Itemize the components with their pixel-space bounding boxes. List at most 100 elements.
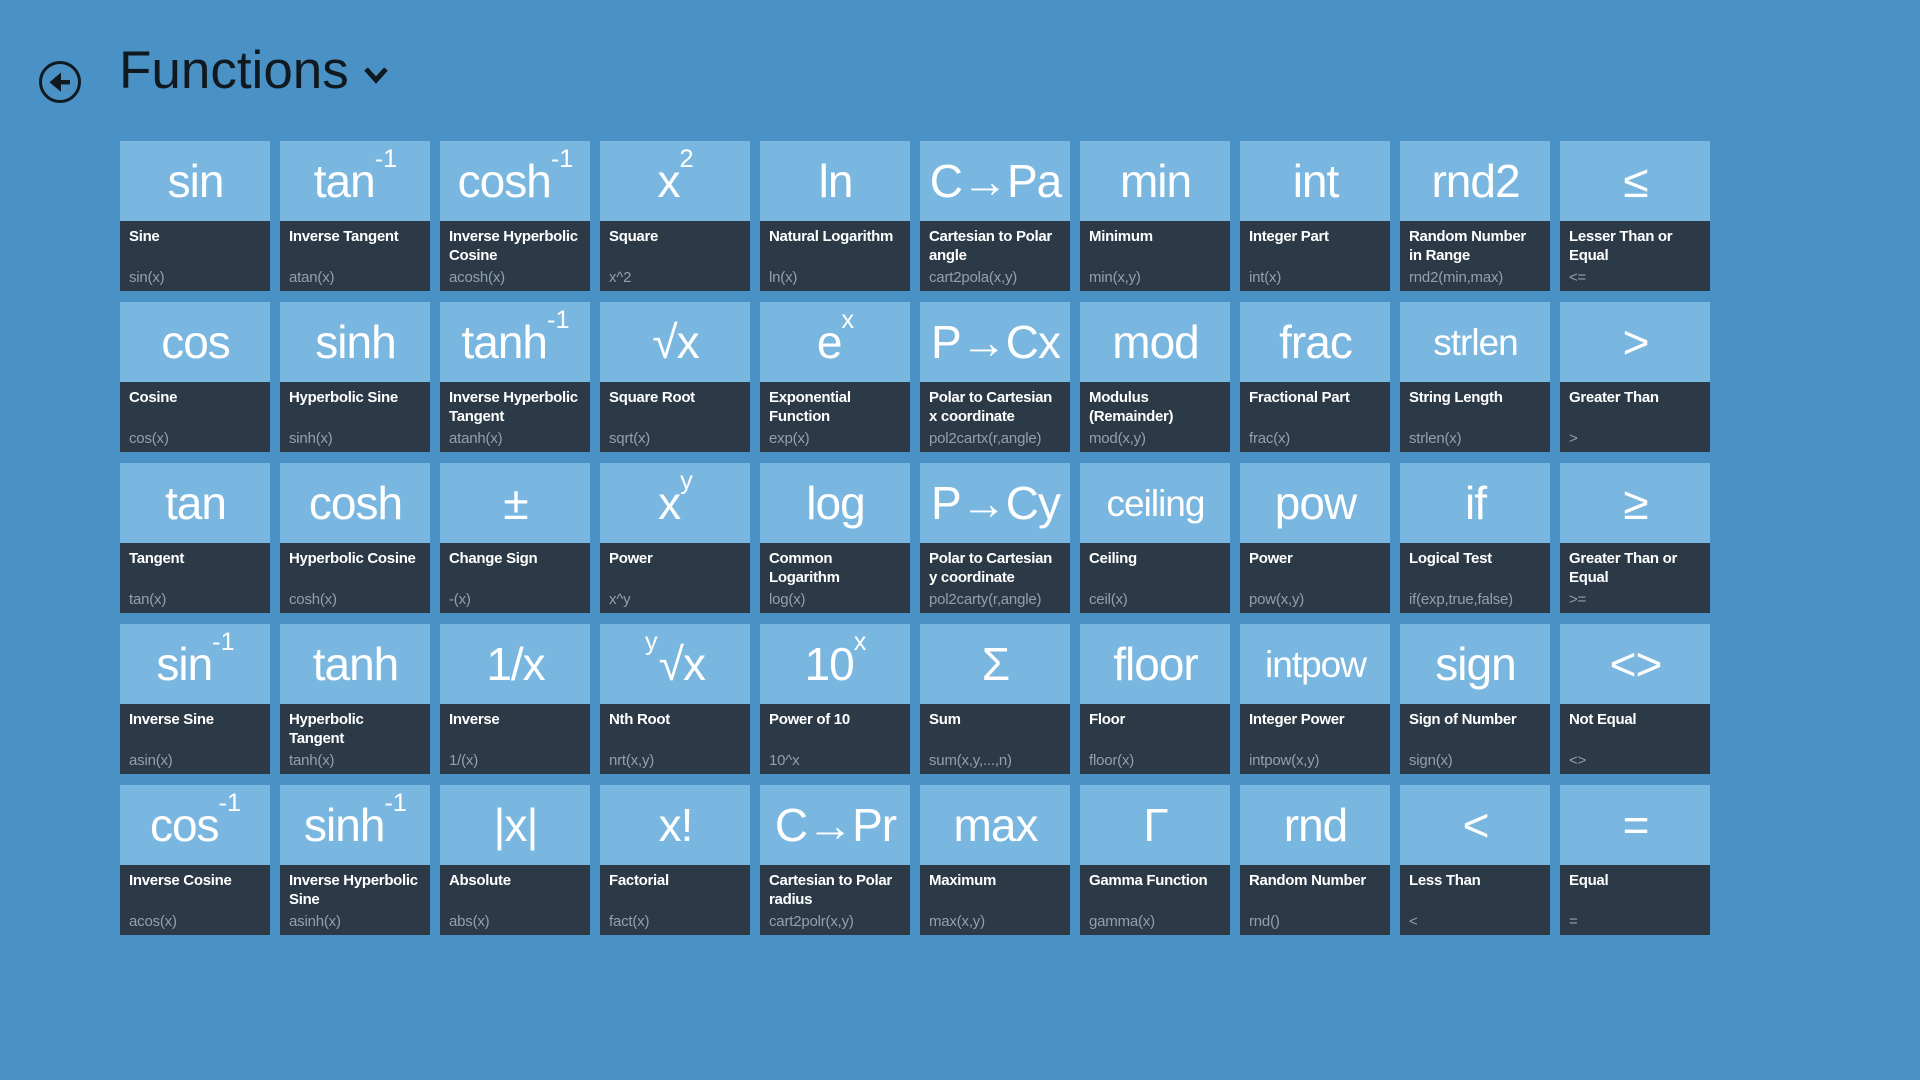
function-tile-floor[interactable]: floor Floor floor(x) (1080, 624, 1230, 774)
function-tile-inverse-sine[interactable]: sin-1 Inverse Sine asin(x) (120, 624, 270, 774)
function-tile-equal[interactable]: = Equal = (1560, 785, 1710, 935)
tile-symbol-header: frac (1240, 302, 1390, 382)
function-tile-maximum[interactable]: max Maximum max(x,y) (920, 785, 1070, 935)
tile-body: Exponential Function exp(x) (760, 382, 910, 452)
function-tile-random-number[interactable]: rnd Random Number rnd() (1240, 785, 1390, 935)
tile-name: Sine (129, 228, 160, 245)
function-tile-inverse[interactable]: 1/x Inverse 1/(x) (440, 624, 590, 774)
tile-name: Not Equal (1569, 711, 1637, 728)
function-tile-sum[interactable]: Σ Sum sum(x,y,...,n) (920, 624, 1070, 774)
function-tile-exponential-function[interactable]: ex Exponential Function exp(x) (760, 302, 910, 452)
function-tile-random-number-in-range[interactable]: rnd2 Random Number in Range rnd2(min,max… (1400, 141, 1550, 291)
tile-name: Natural Logarithm (769, 228, 894, 245)
tile-name: Random Number in Range (1409, 228, 1526, 264)
tile-symbol: xy (658, 466, 693, 529)
tile-formula: sqrt(x) (609, 430, 651, 447)
function-tile-factorial[interactable]: x! Factorial fact(x) (600, 785, 750, 935)
tile-name: Gamma Function (1089, 872, 1208, 889)
function-tile-cosine[interactable]: cos Cosine cos(x) (120, 302, 270, 452)
function-tile-greater-than-or-equal[interactable]: ≥ Greater Than or Equal >= (1560, 463, 1710, 613)
function-tile-integer-power[interactable]: intpow Integer Power intpow(x,y) (1240, 624, 1390, 774)
tile-formula: tan(x) (129, 591, 167, 608)
function-tile-ceiling[interactable]: ceiling Ceiling ceil(x) (1080, 463, 1230, 613)
function-tile-logical-test[interactable]: if Logical Test if(exp,true,false) (1400, 463, 1550, 613)
tile-name: Power of 10 (769, 711, 850, 728)
tile-symbol: pow (1274, 477, 1357, 529)
function-tile-change-sign[interactable]: ± Change Sign -(x) (440, 463, 590, 613)
back-button[interactable] (38, 60, 82, 104)
tile-symbol-header: sin (120, 141, 270, 221)
tile-formula: sinh(x) (289, 430, 333, 447)
tile-body: Inverse Hyperbolic Tangent atanh(x) (440, 382, 590, 452)
function-tile-gamma-function[interactable]: Γ Gamma Function gamma(x) (1080, 785, 1230, 935)
tile-symbol-header: ± (440, 463, 590, 543)
tile-body: Inverse Cosine acos(x) (120, 865, 270, 935)
tile-body: Polar to Cartesian x coordinate pol2cart… (920, 382, 1070, 452)
function-tile-nth-root[interactable]: y√x Nth Root nrt(x,y) (600, 624, 750, 774)
tile-symbol: sinh-1 (304, 788, 407, 851)
function-tile-polar-to-cartesian-x-coordinate[interactable]: P→Cx Polar to Cartesian x coordinate pol… (920, 302, 1070, 452)
tile-body: Random Number in Range rnd2(min,max) (1400, 221, 1550, 291)
function-tile-inverse-cosine[interactable]: cos-1 Inverse Cosine acos(x) (120, 785, 270, 935)
tile-name: Cartesian to Polar angle (929, 228, 1052, 264)
tile-symbol: x2 (657, 144, 694, 207)
function-tile-inverse-hyperbolic-tangent[interactable]: tanh-1 Inverse Hyperbolic Tangent atanh(… (440, 302, 590, 452)
back-arrow-icon (38, 61, 82, 107)
function-tile-sine[interactable]: sin Sine sin(x) (120, 141, 270, 291)
function-tile-greater-than[interactable]: > Greater Than > (1560, 302, 1710, 452)
tile-body: Cartesian to Polar angle cart2pola(x,y) (920, 221, 1070, 291)
tile-formula: pow(x,y) (1249, 591, 1305, 608)
function-tile-not-equal[interactable]: <> Not Equal <> (1560, 624, 1710, 774)
function-tile-power-of-10[interactable]: 10x Power of 10 10^x (760, 624, 910, 774)
function-tile-power[interactable]: pow Power pow(x,y) (1240, 463, 1390, 613)
function-tile-square-root[interactable]: √x Square Root sqrt(x) (600, 302, 750, 452)
function-tile-inverse-hyperbolic-sine[interactable]: sinh-1 Inverse Hyperbolic Sine asinh(x) (280, 785, 430, 935)
function-tile-hyperbolic-tangent[interactable]: tanh Hyperbolic Tangent tanh(x) (280, 624, 430, 774)
tile-formula: acosh(x) (449, 269, 505, 286)
function-tile-cartesian-to-polar-radius[interactable]: C→Pr Cartesian to Polar radius cart2polr… (760, 785, 910, 935)
tile-name: Hyperbolic Cosine (289, 550, 416, 567)
function-tile-minimum[interactable]: min Minimum min(x,y) (1080, 141, 1230, 291)
function-tile-power[interactable]: xy Power x^y (600, 463, 750, 613)
tile-symbol: log (806, 477, 865, 529)
tile-body: Ceiling ceil(x) (1080, 543, 1230, 613)
tile-name: Power (609, 550, 653, 567)
tile-symbol: ln (818, 155, 854, 207)
function-tile-tangent[interactable]: tan Tangent tan(x) (120, 463, 270, 613)
function-tile-inverse-tangent[interactable]: tan-1 Inverse Tangent atan(x) (280, 141, 430, 291)
function-tile-lesser-than-or-equal[interactable]: ≤ Lesser Than or Equal <= (1560, 141, 1710, 291)
tile-body: Floor floor(x) (1080, 704, 1230, 774)
function-tile-fractional-part[interactable]: frac Fractional Part frac(x) (1240, 302, 1390, 452)
tile-body: Square Root sqrt(x) (600, 382, 750, 452)
tile-symbol: ≤ (1623, 155, 1648, 207)
tile-symbol: mod (1112, 316, 1199, 368)
function-tile-less-than[interactable]: < Less Than < (1400, 785, 1550, 935)
tile-formula: cart2polr(x,y) (769, 913, 854, 930)
tile-formula: pol2carty(r,angle) (929, 591, 1042, 608)
tile-symbol-header: pow (1240, 463, 1390, 543)
function-tile-natural-logarithm[interactable]: ln Natural Logarithm ln(x) (760, 141, 910, 291)
function-tile-cartesian-to-polar-angle[interactable]: C→Pa Cartesian to Polar angle cart2pola(… (920, 141, 1070, 291)
function-tile-modulus-remainder[interactable]: mod Modulus (Remainder) mod(x,y) (1080, 302, 1230, 452)
tile-name: Integer Part (1249, 228, 1329, 245)
tile-symbol-header: Σ (920, 624, 1070, 704)
function-tile-absolute[interactable]: |x| Absolute abs(x) (440, 785, 590, 935)
tile-name: Maximum (929, 872, 997, 889)
chevron-down-icon (363, 66, 389, 89)
function-tile-string-length[interactable]: strlen String Length strlen(x) (1400, 302, 1550, 452)
function-tile-integer-part[interactable]: int Integer Part int(x) (1240, 141, 1390, 291)
tile-body: Cosine cos(x) (120, 382, 270, 452)
function-tile-polar-to-cartesian-y-coordinate[interactable]: P→Cy Polar to Cartesian y coordinate pol… (920, 463, 1070, 613)
function-tile-hyperbolic-sine[interactable]: sinh Hyperbolic Sine sinh(x) (280, 302, 430, 452)
page-title[interactable]: Functions (119, 44, 389, 97)
tile-body: Not Equal <> (1560, 704, 1710, 774)
function-tile-hyperbolic-cosine[interactable]: cosh Hyperbolic Cosine cosh(x) (280, 463, 430, 613)
tile-symbol: x! (658, 799, 694, 851)
tile-formula: mod(x,y) (1089, 430, 1146, 447)
function-tile-common-logarithm[interactable]: log Common Logarithm log(x) (760, 463, 910, 613)
function-tile-inverse-hyperbolic-cosine[interactable]: cosh-1 Inverse Hyperbolic Cosine acosh(x… (440, 141, 590, 291)
tile-name: Floor (1089, 711, 1125, 728)
function-tile-square[interactable]: x2 Square x^2 (600, 141, 750, 291)
function-tile-sign-of-number[interactable]: sign Sign of Number sign(x) (1400, 624, 1550, 774)
tile-symbol: intpow (1265, 643, 1367, 685)
